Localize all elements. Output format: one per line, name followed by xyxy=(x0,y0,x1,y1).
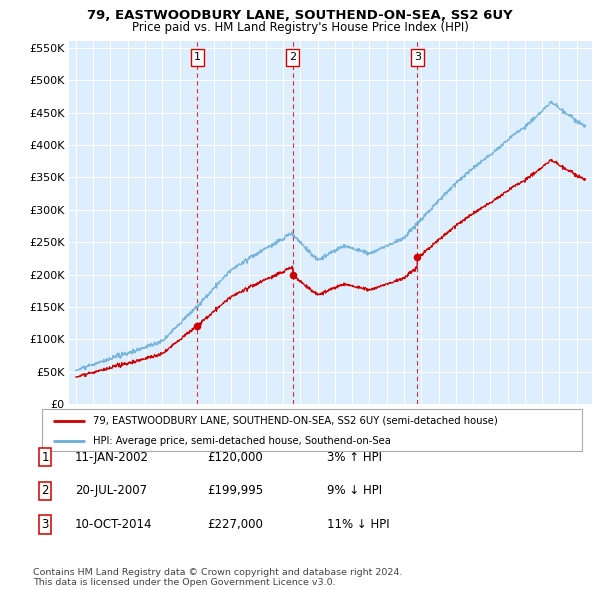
Text: £199,995: £199,995 xyxy=(207,484,263,497)
Text: 1: 1 xyxy=(194,53,201,63)
Text: £120,000: £120,000 xyxy=(207,451,263,464)
Text: 1: 1 xyxy=(41,451,49,464)
Text: 79, EASTWOODBURY LANE, SOUTHEND-ON-SEA, SS2 6UY (semi-detached house): 79, EASTWOODBURY LANE, SOUTHEND-ON-SEA, … xyxy=(94,416,498,426)
Text: 10-OCT-2014: 10-OCT-2014 xyxy=(75,518,152,531)
Text: 79, EASTWOODBURY LANE, SOUTHEND-ON-SEA, SS2 6UY: 79, EASTWOODBURY LANE, SOUTHEND-ON-SEA, … xyxy=(87,9,513,22)
Text: Contains HM Land Registry data © Crown copyright and database right 2024.
This d: Contains HM Land Registry data © Crown c… xyxy=(33,568,403,587)
Text: 2: 2 xyxy=(41,484,49,497)
Text: 3: 3 xyxy=(41,518,49,531)
FancyBboxPatch shape xyxy=(42,409,582,451)
Text: 2: 2 xyxy=(289,53,296,63)
Text: 3% ↑ HPI: 3% ↑ HPI xyxy=(327,451,382,464)
Text: 3: 3 xyxy=(414,53,421,63)
Text: Price paid vs. HM Land Registry's House Price Index (HPI): Price paid vs. HM Land Registry's House … xyxy=(131,21,469,34)
Text: 9% ↓ HPI: 9% ↓ HPI xyxy=(327,484,382,497)
Text: £227,000: £227,000 xyxy=(207,518,263,531)
Text: 20-JUL-2007: 20-JUL-2007 xyxy=(75,484,147,497)
Text: 11-JAN-2002: 11-JAN-2002 xyxy=(75,451,149,464)
Text: 11% ↓ HPI: 11% ↓ HPI xyxy=(327,518,389,531)
Text: HPI: Average price, semi-detached house, Southend-on-Sea: HPI: Average price, semi-detached house,… xyxy=(94,436,391,445)
